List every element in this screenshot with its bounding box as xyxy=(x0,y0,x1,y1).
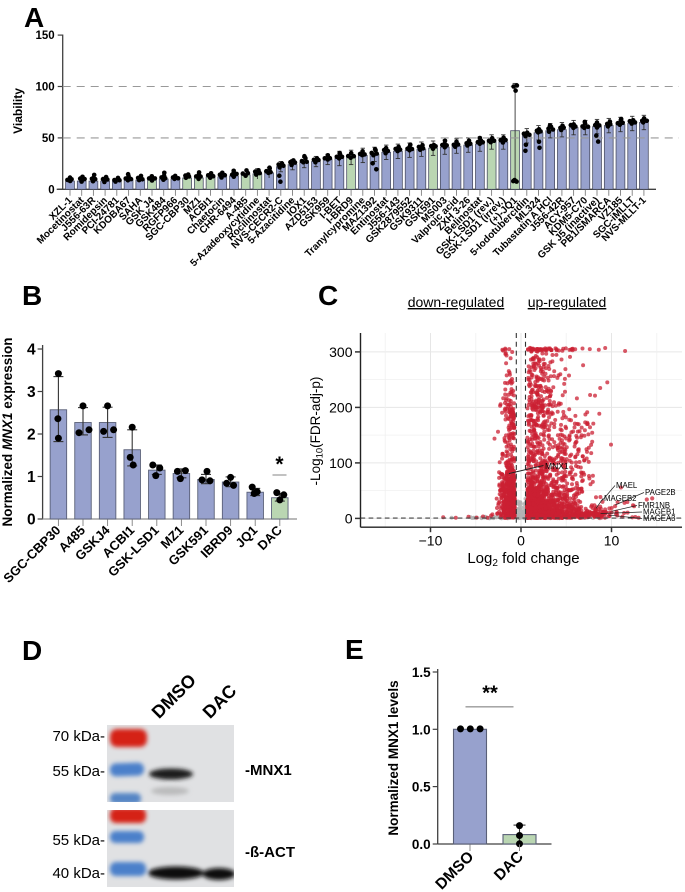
svg-text:MAGEB2: MAGEB2 xyxy=(604,494,637,503)
svg-text:1.5: 1.5 xyxy=(412,665,431,680)
svg-text:55 kDa-: 55 kDa- xyxy=(52,763,105,780)
svg-text:100: 100 xyxy=(329,455,353,471)
svg-text:0: 0 xyxy=(27,512,36,529)
svg-text:0: 0 xyxy=(345,510,353,526)
svg-text:-MNX1: -MNX1 xyxy=(245,762,292,779)
svg-text:0: 0 xyxy=(48,184,54,196)
svg-text:C: C xyxy=(318,280,338,311)
svg-text:PAGE2B: PAGE2B xyxy=(645,488,676,497)
svg-text:−10: −10 xyxy=(419,533,443,549)
svg-text:B: B xyxy=(22,280,42,311)
svg-text:150: 150 xyxy=(36,30,55,42)
svg-text:0.5: 0.5 xyxy=(412,780,431,795)
svg-text:down-regulated: down-regulated xyxy=(408,294,505,310)
svg-text:4: 4 xyxy=(27,342,36,359)
svg-text:1.0: 1.0 xyxy=(412,722,431,737)
svg-text:MAGEA3: MAGEA3 xyxy=(643,514,676,523)
svg-text:E: E xyxy=(345,634,364,665)
svg-text:FMR1NB: FMR1NB xyxy=(638,501,670,510)
svg-text:2: 2 xyxy=(27,427,36,444)
svg-text:-ß-ACT: -ß-ACT xyxy=(245,844,295,861)
svg-text:200: 200 xyxy=(329,399,353,415)
svg-text:1: 1 xyxy=(27,469,36,486)
svg-text:100: 100 xyxy=(36,82,55,94)
svg-text:up-regulated: up-regulated xyxy=(528,294,607,310)
svg-text:A: A xyxy=(24,2,44,33)
svg-text:MAGEB1: MAGEB1 xyxy=(643,508,676,517)
svg-text:-Log10(FDR-adj-p): -Log10(FDR-adj-p) xyxy=(308,377,326,486)
svg-text:0: 0 xyxy=(517,533,525,549)
svg-text:Viability: Viability xyxy=(11,88,25,134)
svg-text:40 kDa-: 40 kDa- xyxy=(52,865,105,882)
svg-text:*: * xyxy=(275,453,284,476)
svg-text:Normalized MNX1 expression: Normalized MNX1 expression xyxy=(0,337,15,526)
svg-text:Normalized MNX1 levels: Normalized MNX1 levels xyxy=(386,680,401,835)
svg-text:55 kDa-: 55 kDa- xyxy=(52,832,105,849)
svg-text:50: 50 xyxy=(42,133,55,145)
svg-text:**: ** xyxy=(482,683,498,705)
svg-text:10: 10 xyxy=(604,533,620,549)
svg-text:3: 3 xyxy=(27,384,36,401)
svg-text:D: D xyxy=(22,635,42,666)
svg-text:MAEL: MAEL xyxy=(616,481,638,490)
svg-text:70 kDa-: 70 kDa- xyxy=(52,728,105,745)
svg-text:Log2 fold change: Log2 fold change xyxy=(467,550,579,569)
svg-text:MNX1: MNX1 xyxy=(545,461,569,471)
svg-text:0.0: 0.0 xyxy=(412,837,431,852)
svg-text:300: 300 xyxy=(329,344,353,360)
